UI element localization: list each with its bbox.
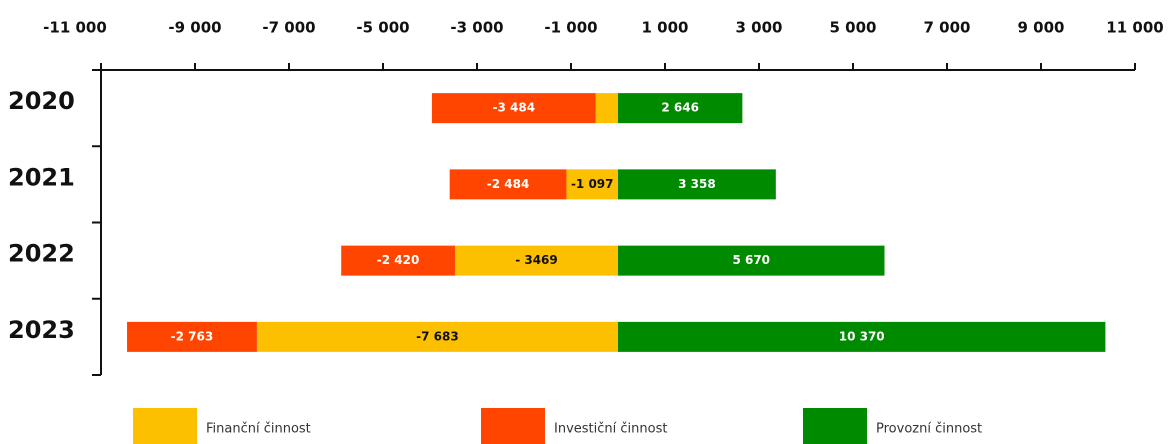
- value-label: -1 097: [571, 177, 614, 191]
- value-label: - 3469: [515, 253, 558, 267]
- value-label: -7 683: [416, 329, 459, 343]
- bar: [618, 245, 885, 276]
- bar: [256, 321, 618, 352]
- y-tick-label: 2020: [8, 87, 75, 115]
- value-label: -2 763: [171, 329, 214, 343]
- y-tick-label: 2021: [8, 163, 75, 191]
- x-tick-label: 11 000: [1106, 19, 1163, 37]
- bar: [341, 245, 455, 276]
- x-tick-label: 9 000: [1018, 19, 1065, 37]
- x-tick-label: 7 000: [924, 19, 971, 37]
- x-tick-label: -5 000: [356, 19, 409, 37]
- x-tick-label: 1 000: [642, 19, 689, 37]
- bar: [566, 169, 618, 200]
- bar: [618, 169, 776, 200]
- legend-swatch: [481, 408, 545, 444]
- x-tick-label: -1 000: [544, 19, 597, 37]
- value-label: -3 484: [493, 101, 536, 115]
- bar: [618, 321, 1106, 352]
- bar: [127, 321, 257, 352]
- value-label: 10 370: [839, 329, 885, 343]
- bar: [449, 169, 567, 200]
- value-label: 3 358: [678, 177, 716, 191]
- legend-swatch: [803, 408, 867, 444]
- value-label: -2 420: [377, 253, 420, 267]
- value-label: -2 484: [487, 177, 530, 191]
- x-tick-label: -11 000: [43, 19, 107, 37]
- bar: [595, 93, 618, 124]
- legend-label: Finanční činnost: [206, 422, 311, 437]
- legend-label: Investiční činnost: [554, 422, 667, 437]
- x-tick-label: 5 000: [830, 19, 877, 37]
- x-tick-label: -7 000: [262, 19, 315, 37]
- bar: [454, 245, 618, 276]
- x-tick-label: -9 000: [168, 19, 221, 37]
- bar: [618, 93, 743, 124]
- y-tick-label: 2023: [8, 316, 75, 344]
- legend-swatch: [133, 408, 197, 444]
- x-tick-label: -3 000: [450, 19, 503, 37]
- value-label: 2 646: [661, 101, 699, 115]
- bar: [431, 93, 596, 124]
- legend-label: Provozní činnost: [876, 422, 982, 437]
- x-tick-label: 3 000: [736, 19, 783, 37]
- y-tick-label: 2022: [8, 240, 75, 268]
- value-label: 5 670: [732, 253, 770, 267]
